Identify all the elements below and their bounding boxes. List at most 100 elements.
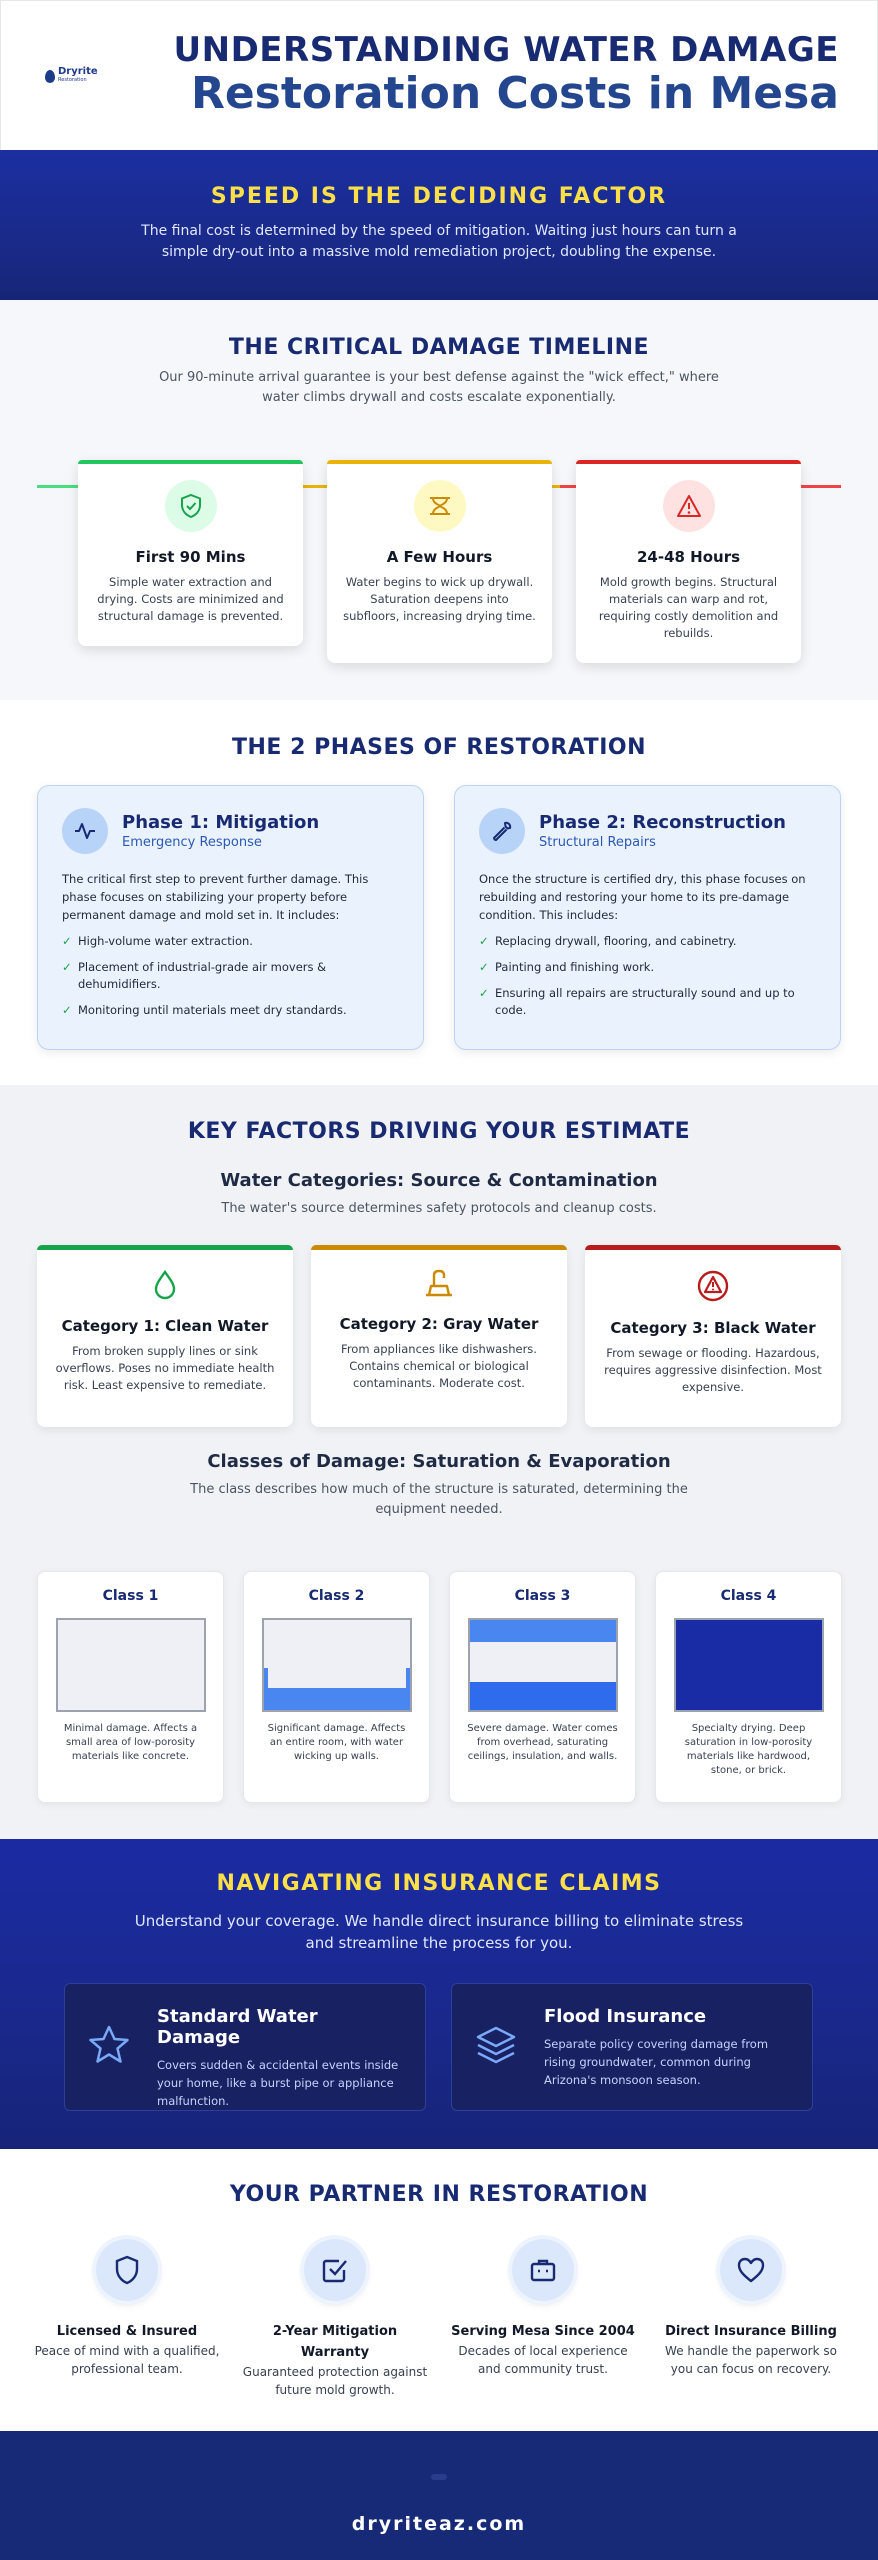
checkmark-icon: ✓ xyxy=(62,1003,72,1017)
timeline-card-text: Water begins to wick up drywall. Saturat… xyxy=(343,575,536,623)
speed-heading: SPEED IS THE DECIDING FACTOR xyxy=(210,184,668,209)
partner-item: Licensed & Insured Peace of mind with a … xyxy=(32,2239,222,2378)
pulse-icon xyxy=(62,808,108,854)
phase-list-item: ✓ Painting and finishing work. xyxy=(479,960,655,974)
damage-class-card: Class 1 Minimal damage. Affects a small … xyxy=(37,1571,224,1803)
checkmark-icon: ✓ xyxy=(62,934,72,948)
partner-item: Serving Mesa Since 2004 Decades of local… xyxy=(448,2239,638,2378)
category-card: Category 3: Black Water From sewage or f… xyxy=(585,1245,841,1427)
insurance-card: Standard Water Damage Covers sudden & ac… xyxy=(64,1983,426,2111)
timeline-card: First 90 Mins Simple water extraction an… xyxy=(78,460,303,646)
timeline-card-title: A Few Hours xyxy=(386,548,493,566)
phase-list-item: ✓ Placement of industrial-grade air mover… xyxy=(62,960,327,991)
categories-heading: Water Categories: Source & Contamination xyxy=(220,1170,658,1191)
partner-item-title: Serving Mesa Since 2004 xyxy=(451,2324,635,2339)
briefcase-icon xyxy=(512,2239,574,2301)
page-title-line2: Restoration Costs in Mesa xyxy=(190,68,839,119)
category-title: Category 1: Clean Water xyxy=(61,1317,269,1335)
partner-item-title: 2-Year Mitigation Warranty xyxy=(272,2324,398,2360)
classes-subtitle: The class describes how much of the stru… xyxy=(190,1482,688,1517)
partner-item-text: We handle the paperwork so you can focus… xyxy=(665,2344,837,2376)
phase-description: The critical first step to prevent furth… xyxy=(62,872,369,922)
timeline-card-bar xyxy=(576,460,801,464)
partner-item-text: Guaranteed protection against future mol… xyxy=(242,2365,428,2397)
wrench-icon xyxy=(479,808,525,854)
partner-heading: YOUR PARTNER IN RESTORATION xyxy=(229,2182,649,2207)
insurance-card-title: Flood Insurance xyxy=(544,2006,707,2027)
warning-icon xyxy=(662,480,715,532)
category-title: Category 3: Black Water xyxy=(610,1319,816,1337)
phase-list: ✓ High-volume water extraction. ✓ Placemen… xyxy=(62,933,399,1019)
class-text: Severe damage. Water comes from overhead… xyxy=(467,1723,618,1762)
insurance-card-title: Standard Water Damage xyxy=(157,2006,318,2048)
timeline-card-text: Mold growth begins. Structural materials… xyxy=(598,575,779,640)
class4-diagram xyxy=(673,1618,824,1712)
class-title: Class 4 xyxy=(720,1588,777,1604)
logo-droplet-icon xyxy=(45,69,55,83)
category-text: From appliances like dishwashers. Contai… xyxy=(341,1342,537,1390)
insurance-subtitle: Understand your coverage. We handle dire… xyxy=(134,1912,744,1952)
phase-list-item: ✓ High-volume water extraction. xyxy=(62,934,253,948)
phase-list-item: ✓ Ensuring all repairs are structurally s… xyxy=(479,986,795,1017)
insurance-heading: NAVIGATING INSURANCE CLAIMS xyxy=(216,1871,662,1896)
footer-logo xyxy=(431,2474,447,2480)
hazard-icon xyxy=(599,1269,827,1307)
page-title: UNDERSTANDING WATER DAMAGE Restoration C… xyxy=(174,31,839,119)
page-title-line1: UNDERSTANDING WATER DAMAGE xyxy=(173,30,839,70)
category-card: Category 1: Clean Water From broken supp… xyxy=(37,1245,293,1427)
speed-section: SPEED IS THE DECIDING FACTOR The final c… xyxy=(0,150,878,300)
classes-heading: Classes of Damage: Saturation & Evaporat… xyxy=(207,1451,671,1472)
timeline-card-bar xyxy=(78,460,303,464)
footer: dryriteaz.com xyxy=(0,2431,878,2560)
insurance-section: NAVIGATING INSURANCE CLAIMS Understand y… xyxy=(0,1839,878,2149)
class-title: Class 3 xyxy=(514,1588,571,1604)
phase-list-item: ✓ Monitoring until materials meet dry sta… xyxy=(62,1003,347,1017)
phase-subtitle: Structural Repairs xyxy=(539,835,656,850)
partner-item-title: Direct Insurance Billing xyxy=(665,2324,837,2339)
phases-heading: THE 2 PHASES OF RESTORATION xyxy=(232,735,646,760)
timeline-heading: THE CRITICAL DAMAGE TIMELINE xyxy=(228,335,650,360)
partner-section: YOUR PARTNER IN RESTORATION Licensed & I… xyxy=(0,2149,878,2431)
class-title: Class 1 xyxy=(102,1588,159,1604)
partner-item-title: Licensed & Insured xyxy=(56,2324,198,2339)
checkmark-icon: ✓ xyxy=(479,986,489,1000)
phase-title: Phase 2: Reconstruction xyxy=(539,812,786,833)
category-card-bar xyxy=(311,1245,567,1250)
layers-icon xyxy=(474,2006,524,2088)
class-text: Minimal damage. Affects a small area of … xyxy=(63,1723,198,1762)
category-text: From broken supply lines or sink overflo… xyxy=(55,1344,275,1392)
timeline-card-bar xyxy=(327,460,552,464)
phase-card: Phase 1: Mitigation Emergency Response T… xyxy=(37,785,424,1050)
header: Dryrite Restoration UNDERSTANDING WATER … xyxy=(0,0,878,150)
factors-section: KEY FACTORS DRIVING YOUR ESTIMATE Water … xyxy=(0,1085,878,1839)
insurance-card-text: Covers sudden & accidental events inside… xyxy=(157,2058,399,2108)
factors-heading: KEY FACTORS DRIVING YOUR ESTIMATE xyxy=(187,1119,691,1144)
category-title: Category 2: Gray Water xyxy=(339,1315,539,1333)
checkmark-icon: ✓ xyxy=(62,960,72,974)
category-card-bar xyxy=(585,1245,841,1250)
phase-card: Phase 2: Reconstruction Structural Repai… xyxy=(454,785,841,1050)
timeline-card-title: 24-48 Hours xyxy=(636,548,741,566)
timeline-card-text: Simple water extraction and drying. Cost… xyxy=(97,575,284,623)
class-text: Specialty drying. Deep saturation in low… xyxy=(684,1723,813,1776)
partner-item: 2-Year Mitigation Warranty Guaranteed pr… xyxy=(240,2239,430,2399)
shield-check-icon xyxy=(164,480,217,532)
logo-subtext: Restoration xyxy=(58,77,87,83)
class3-diagram xyxy=(467,1618,618,1712)
star-icon xyxy=(87,2006,137,2088)
phase-list: ✓ Replacing drywall, flooring, and cabine… xyxy=(479,933,816,1019)
checkbox-icon xyxy=(304,2239,366,2301)
categories-subtitle: The water's source determines safety pro… xyxy=(221,1201,657,1216)
timeline-card: A Few Hours Water begins to wick up dryw… xyxy=(327,460,552,663)
hourglass-icon xyxy=(413,480,466,532)
shield-icon xyxy=(96,2239,158,2301)
company-logo[interactable]: Dryrite Restoration xyxy=(45,67,98,85)
partner-item-text: Peace of mind with a qualified, professi… xyxy=(34,2344,220,2376)
speed-text: The final cost is determined by the spee… xyxy=(141,223,737,260)
website-link[interactable]: dryriteaz.com xyxy=(351,2513,527,2535)
insurance-card: Flood Insurance Separate policy covering… xyxy=(451,1983,813,2111)
heart-icon xyxy=(720,2239,782,2301)
class-title: Class 2 xyxy=(308,1588,365,1604)
timeline-section: THE CRITICAL DAMAGE TIMELINE Our 90-minu… xyxy=(0,300,878,700)
